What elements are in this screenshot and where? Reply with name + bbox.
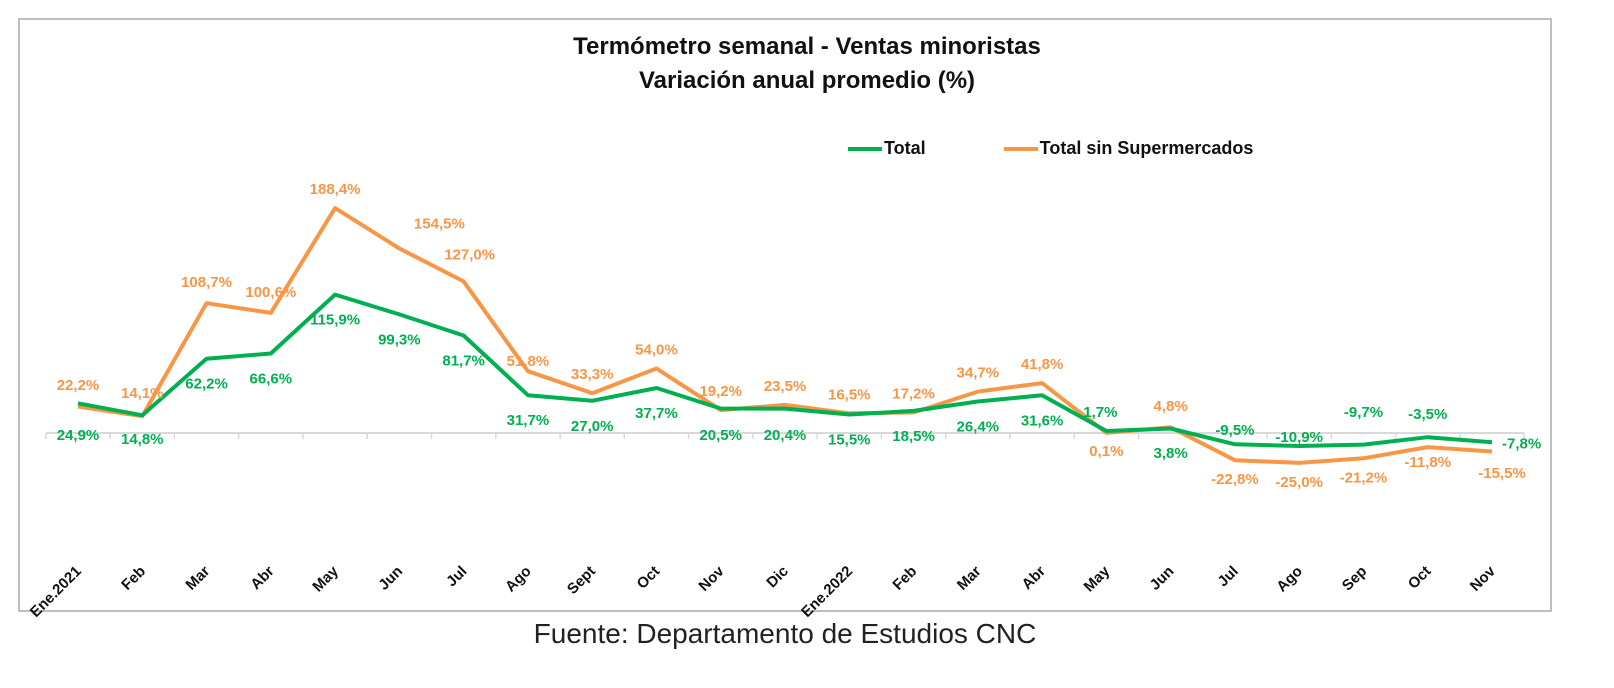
- x-tick-label: May: [1081, 562, 1114, 595]
- data-label-total: 24,9%: [57, 427, 100, 444]
- source-caption: Fuente: Departamento de Estudios CNC: [533, 618, 1037, 649]
- data-label-sin-supermercados: 188,4%: [310, 181, 361, 198]
- data-label-total: 1,7%: [1083, 404, 1117, 421]
- data-label-sin-supermercados: 23,5%: [764, 378, 807, 395]
- legend-label-total: Total: [884, 138, 926, 158]
- data-label-total: 37,7%: [635, 405, 678, 422]
- data-label-total: 20,4%: [764, 427, 807, 444]
- data-label-sin-supermercados: 54,0%: [635, 342, 678, 359]
- x-tick-label: Jun: [375, 563, 406, 594]
- x-tick-label: Sept: [564, 563, 599, 598]
- data-label-total: 99,3%: [378, 331, 421, 348]
- data-label-sin-supermercados: -15,5%: [1478, 465, 1526, 482]
- data-label-total: -9,5%: [1215, 422, 1254, 439]
- x-tick-label: Mar: [954, 563, 985, 594]
- data-label-total: 3,8%: [1154, 445, 1188, 462]
- x-tick-label: Jul: [443, 563, 470, 590]
- data-label-sin-supermercados: 154,5%: [414, 216, 465, 233]
- chart-subtitle: Variación anual promedio (%): [638, 67, 976, 94]
- data-label-total: 26,4%: [957, 418, 1000, 435]
- data-label-sin-supermercados: -21,2%: [1340, 469, 1388, 486]
- data-label-sin-supermercados: 16,5%: [828, 386, 871, 403]
- data-label-sin-supermercados: -25,0%: [1275, 474, 1323, 491]
- x-tick-label: Abr: [1019, 563, 1049, 593]
- legend-item-sin-supermercados: Total sin Supermercados: [1003, 138, 1254, 159]
- data-label-total: 15,5%: [828, 431, 871, 448]
- data-label-sin-supermercados: 108,7%: [181, 274, 232, 291]
- x-tick-label: Jul: [1214, 563, 1241, 590]
- data-label-total: 31,7%: [507, 412, 550, 429]
- x-tick-label: Ene.2021: [27, 563, 85, 621]
- x-tick-label: Abr: [247, 563, 277, 593]
- legend-swatch-total: [848, 146, 882, 151]
- data-label-sin-supermercados: -22,8%: [1211, 471, 1259, 488]
- x-tick-label: Feb: [118, 563, 149, 594]
- data-label-total: -10,9%: [1275, 429, 1323, 446]
- legend-label-sin-supermercados: Total sin Supermercados: [1039, 138, 1254, 158]
- data-label-total: 66,6%: [250, 370, 293, 387]
- data-label-total: -7,8%: [1502, 435, 1541, 452]
- chart-title-block: Termómetro semanal - Ventas minoristas V…: [0, 30, 1614, 98]
- data-label-total: 115,9%: [310, 312, 360, 329]
- data-label-sin-supermercados: 17,2%: [892, 385, 935, 402]
- x-tick-label: Ene.2022: [798, 563, 856, 621]
- x-tick-label: Nov: [695, 562, 728, 595]
- data-label-sin-supermercados: 19,2%: [699, 383, 742, 400]
- legend-swatch-sin-supermercados: [1003, 146, 1038, 151]
- data-label-total: 81,7%: [442, 352, 485, 369]
- x-tick-label: Oct: [634, 563, 664, 593]
- x-tick-label: Oct: [1405, 563, 1435, 593]
- chart-title: Termómetro semanal - Ventas minoristas: [573, 33, 1041, 60]
- x-tick-label: Nov: [1467, 562, 1500, 595]
- data-label-sin-supermercados: 14,1%: [121, 385, 164, 402]
- data-label-total: -3,5%: [1408, 406, 1447, 423]
- data-label-sin-supermercados: 33,3%: [571, 366, 614, 383]
- legend: Total Total sin Supermercados: [848, 138, 1331, 159]
- data-label-total: 31,6%: [1021, 412, 1064, 429]
- data-label-total: 18,5%: [892, 428, 935, 445]
- data-label-sin-supermercados: 22,2%: [57, 377, 100, 394]
- data-label-total: 62,2%: [185, 376, 228, 393]
- data-label-sin-supermercados: 0,1%: [1089, 443, 1123, 460]
- data-label-total: 14,8%: [121, 431, 164, 448]
- x-tick-label: Feb: [889, 563, 920, 594]
- x-tick-label: Ago: [502, 563, 535, 596]
- x-tick-label: Jun: [1147, 563, 1178, 594]
- x-tick-label: Dic: [763, 563, 792, 592]
- data-label-sin-supermercados: 34,7%: [957, 365, 1000, 382]
- x-tick-label: Mar: [182, 563, 213, 594]
- data-label-sin-supermercados: 4,8%: [1154, 398, 1188, 415]
- data-label-sin-supermercados: 41,8%: [1021, 356, 1064, 373]
- x-tick-label: Sep: [1339, 563, 1370, 594]
- x-tick-label: May: [309, 562, 342, 595]
- legend-item-total: Total: [848, 138, 926, 159]
- data-label-sin-supermercados: -11,8%: [1404, 454, 1451, 471]
- chart-frame: [18, 18, 1552, 612]
- data-label-sin-supermercados: 51,8%: [507, 353, 550, 370]
- x-tick-label: Ago: [1273, 563, 1306, 596]
- data-label-total: -9,7%: [1344, 404, 1383, 421]
- data-label-sin-supermercados: 100,6%: [245, 284, 296, 301]
- data-label-sin-supermercados: 127,0%: [444, 246, 495, 263]
- data-label-total: 27,0%: [571, 418, 614, 435]
- data-label-total: 20,5%: [699, 427, 742, 444]
